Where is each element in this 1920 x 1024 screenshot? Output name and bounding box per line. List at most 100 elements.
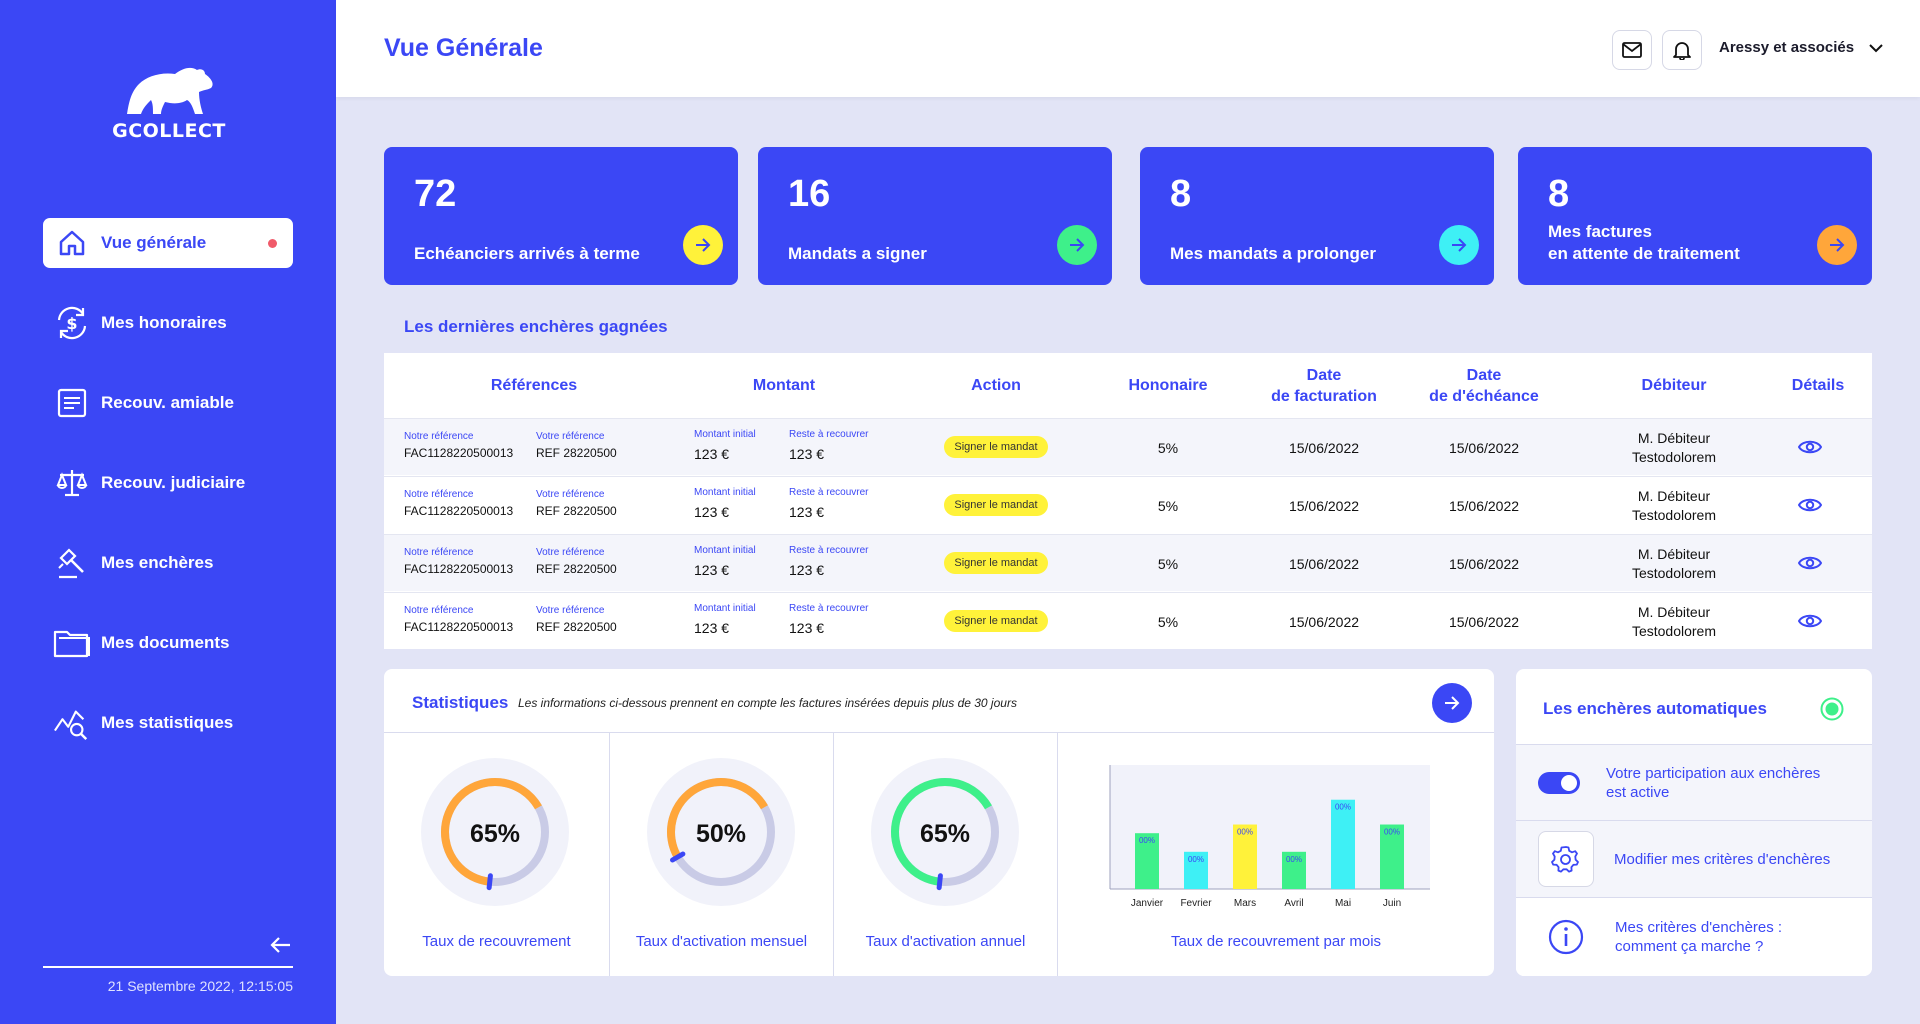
column-header[interactable]: Action [971,377,1021,394]
bar-data-label: 00% [1139,836,1155,845]
notification-dot [268,239,277,248]
sidebar-item-mes-honoraires[interactable]: $ Mes honoraires [43,298,293,348]
arrow-right-icon [696,238,711,252]
sign-mandate-button[interactable]: Signer le mandat [944,610,1048,632]
mail-icon [1622,42,1642,58]
fee-cell: 5% [1157,439,1179,456]
gauge-inner-disc [903,790,987,874]
initial-amount-label: Montant initial [694,603,756,614]
edit-criteria-link[interactable]: Modifier mes critères d'enchères [1614,851,1831,868]
remaining-amount-label: Reste à recouvrer [789,429,869,440]
bar-data-label: 00% [1384,828,1400,837]
card-arrow-button[interactable] [1817,225,1857,265]
stats-header: Statistiques Les informations ci-dessous… [384,669,1494,733]
stats-panel: Statistiques Les informations ci-dessous… [384,669,1494,976]
eye-icon[interactable] [1798,611,1822,631]
monthly-bar-chart-panel: 00% Janvier 00% Fevrier 00% Mars 00% Avril 00% Ma… [1058,733,1494,976]
eye-icon[interactable] [1798,553,1822,573]
page-title: Vue Générale [384,34,543,62]
card-arrow-button[interactable] [683,225,723,265]
auto-auctions-header: Les enchères automatiques [1516,669,1872,745]
eye-icon[interactable] [1798,437,1822,457]
brand-logo[interactable]: GCOLLECT [110,62,228,142]
help-row[interactable]: Mes critères d'enchères : comment ça mar… [1516,898,1872,976]
column-header[interactable]: Hononaire [1128,377,1208,394]
sidebar-item-mes-encheres[interactable]: Mes enchères [43,538,293,588]
card-label: Mes mandats a prolonger [1170,244,1376,263]
bar-avril [1282,851,1306,889]
gauge-activation-mensuel: 50% Taux d'activation mensuel [610,733,834,976]
brand-name: GCOLLECT [112,120,226,142]
fee-cell: 5% [1157,497,1179,514]
sign-mandate-button[interactable]: Signer le mandat [944,552,1048,574]
column-header[interactable]: Détails [1791,377,1845,394]
our-ref-label: Notre référence [404,547,474,558]
column-header[interactable]: Débiteur [1641,377,1707,394]
participation-row: Votre participation aux enchères est act… [1516,745,1872,821]
due-date-cell: 15/06/2022 [1448,439,1520,456]
column-header[interactable]: Date de facturation [1271,366,1377,405]
sidebar-item-recouv-judiciaire[interactable]: Recouv. judiciaire [43,458,293,508]
help-link[interactable]: Mes critères d'enchères : comment ça mar… [1615,919,1783,955]
sidebar-item-mes-documents[interactable]: Mes documents [43,618,293,668]
card-arrow-button[interactable] [1439,225,1479,265]
card-arrow-button[interactable] [1057,225,1097,265]
bar-janvier [1135,833,1159,889]
card-factures-attente[interactable]: 8 Mes factures en attente de traitement [1518,147,1872,285]
stats-note: Les informations ci-dessous prennent en … [518,696,1017,710]
sidebar-item-mes-statistiques[interactable]: Mes statistiques [43,698,293,748]
remaining-amount-value: 123 € [789,446,825,462]
company-selector[interactable]: Aressy et associés [1719,39,1884,56]
svg-text:$: $ [66,314,77,333]
card-mandats-signer[interactable]: 16 Mandats a signer [758,147,1112,285]
participation-text: Votre participation aux enchères est act… [1606,765,1821,801]
sign-mandate-button[interactable]: Signer le mandat [944,494,1048,516]
card-label: Mandats a signer [788,244,927,263]
settings-button[interactable] [1538,831,1594,887]
collapse-sidebar-button[interactable] [268,934,294,956]
initial-amount-label: Montant initial [694,429,756,440]
x-tick-label: Avril [1284,898,1303,909]
sidebar-item-vue-generale[interactable]: Vue générale [43,218,293,268]
your-ref-value: REF 28220500 [536,620,617,634]
scales-icon [53,464,91,502]
sidebar-item-recouv-amiable[interactable]: Recouv. amiable [43,378,293,428]
gauge-inner-disc [453,790,537,874]
table-row: Notre référence FAC1128220500013 Votre réf… [384,418,1872,475]
remaining-amount-value: 123 € [789,504,825,520]
table-row: Notre référence FAC1128220500013 Votre réf… [384,476,1872,533]
gauge-activation-annuel: 65% Taux d'activation annuel [834,733,1058,976]
participation-toggle[interactable] [1538,772,1580,794]
eye-icon[interactable] [1798,495,1822,515]
messages-button[interactable] [1612,30,1652,70]
column-header[interactable]: Date de d'échéance [1429,366,1539,405]
notifications-button[interactable] [1662,30,1702,70]
invoice-date-cell: 15/06/2022 [1288,497,1360,514]
stats-open-button[interactable] [1432,683,1472,723]
toggle-knob [1561,775,1577,791]
bar-data-label: 00% [1286,855,1302,864]
edit-criteria-row[interactable]: Modifier mes critères d'enchères [1516,821,1872,898]
sign-mandate-button[interactable]: Signer le mandat [944,436,1048,458]
fee-cell: 5% [1157,555,1179,572]
card-value: 72 [414,173,457,215]
x-tick-label: Mai [1335,898,1351,909]
section-title-encheres: Les dernières enchères gagnées [404,317,668,336]
bar-mai [1331,799,1355,889]
gauge-value: 65% [469,820,521,848]
sidebar: GCOLLECT Vue générale $ Mes honoraires R… [0,0,336,1024]
auctions-table: Références Montant Action Hononaire Date… [384,353,1872,649]
auto-auctions-title: Les enchères automatiques [1543,699,1767,718]
column-header[interactable]: Références [490,377,578,394]
document-icon [53,384,91,422]
arrow-right-icon [1445,696,1460,710]
invoice-date-cell: 15/06/2022 [1288,613,1360,630]
card-label: Mes factures en attente de traitement [1548,222,1740,263]
card-echeanciers[interactable]: 72 Echéanciers arrivés à terme [384,147,738,285]
bar-data-label: 00% [1237,828,1253,837]
our-ref-value: FAC1128220500013 [404,504,514,518]
initial-amount-value: 123 € [694,562,730,578]
initial-amount-label: Montant initial [694,487,756,498]
column-header[interactable]: Montant [752,377,816,394]
card-mandats-prolonger[interactable]: 8 Mes mandats a prolonger [1140,147,1494,285]
